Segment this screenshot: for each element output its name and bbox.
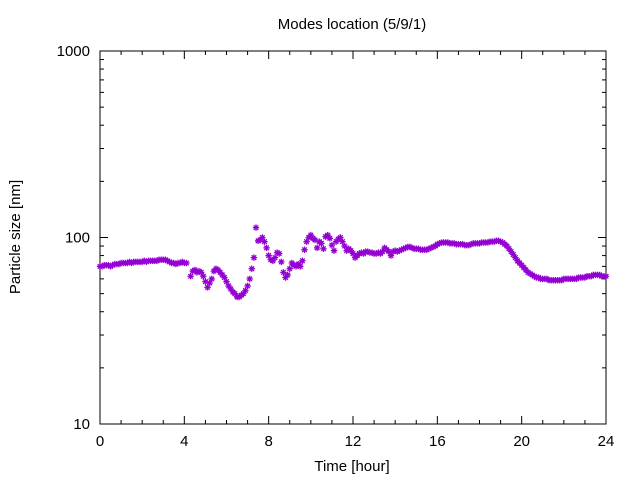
chart-title: Modes location (5/9/1) <box>278 16 426 33</box>
data-point <box>244 282 251 290</box>
axis-ticks <box>99 50 607 425</box>
data-point <box>301 246 308 253</box>
data-point <box>252 224 260 231</box>
x-axis-label: Time [hour] <box>314 458 389 475</box>
data-point <box>278 258 285 266</box>
x-tick-label: 12 <box>345 433 362 450</box>
data-point <box>303 238 310 245</box>
data-point <box>391 247 399 254</box>
y-axis-label: Particle size [nm] <box>7 180 24 294</box>
data-point <box>204 284 211 291</box>
data-point <box>246 275 253 283</box>
data-point <box>602 273 610 280</box>
data-point <box>326 235 334 242</box>
data-point <box>225 282 232 290</box>
data-point <box>187 273 194 280</box>
x-tick-label: 16 <box>429 433 446 450</box>
data-point <box>330 247 338 254</box>
data-point <box>248 265 255 272</box>
data-point <box>299 257 306 265</box>
x-tick-label: 8 <box>264 433 272 450</box>
data-point <box>280 269 287 276</box>
data-point <box>271 254 279 261</box>
data-point <box>320 245 327 252</box>
x-tick-label: 24 <box>598 433 615 450</box>
plot-frame <box>99 50 607 425</box>
data-point <box>263 244 270 252</box>
y-tick-label: 100 <box>65 230 90 247</box>
data-point <box>318 240 325 247</box>
data-point <box>276 250 283 257</box>
x-tick-label: 0 <box>96 433 104 450</box>
data-point <box>286 265 293 272</box>
data-point <box>313 244 321 252</box>
data-point <box>284 271 291 279</box>
data-point <box>297 263 304 270</box>
data-point <box>261 238 268 245</box>
data-point <box>183 259 190 267</box>
x-tick-label: 4 <box>180 433 188 450</box>
data-point <box>200 273 207 280</box>
data-points <box>96 224 610 301</box>
tick-labels: 0 4 8 12 16 20 24 10 100 1000 <box>57 43 615 450</box>
y-tick-label: 10 <box>73 416 90 433</box>
data-point <box>328 241 336 249</box>
x-tick-label: 20 <box>513 433 530 450</box>
data-point <box>250 254 258 261</box>
y-tick-label: 1000 <box>57 43 90 60</box>
data-point <box>208 275 215 283</box>
